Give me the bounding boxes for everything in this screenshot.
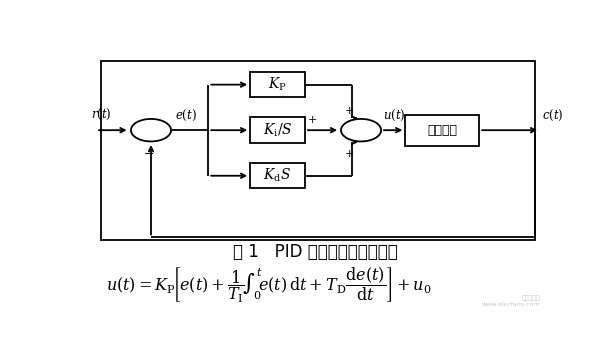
Text: $u(t)$: $u(t)$ (384, 108, 406, 124)
Text: $K_{\rm d}S$: $K_{\rm d}S$ (264, 167, 291, 184)
Text: $+$: $+$ (344, 148, 354, 159)
Text: 图 1   PID 系统典型控制结构图: 图 1 PID 系统典型控制结构图 (233, 243, 398, 261)
Text: 被控对象: 被控对象 (428, 124, 457, 137)
Bar (250, 72, 305, 97)
Bar (101, 61, 535, 240)
Text: $K_{\rm P}$: $K_{\rm P}$ (268, 76, 287, 93)
Circle shape (341, 119, 381, 141)
Bar (405, 115, 479, 145)
Circle shape (131, 119, 171, 141)
Text: $K_{\rm i}/S$: $K_{\rm i}/S$ (262, 121, 293, 139)
Bar (250, 163, 305, 189)
Text: $+$: $+$ (307, 114, 317, 125)
Text: $+$: $+$ (344, 105, 354, 116)
Text: $c(t)$: $c(t)$ (543, 108, 564, 124)
Text: 电子发烧友
www.elecfans.com: 电子发烧友 www.elecfans.com (482, 296, 540, 307)
Text: $e(t)$: $e(t)$ (175, 108, 197, 124)
Bar (250, 118, 305, 143)
Text: $r(t)$: $r(t)$ (91, 107, 112, 122)
Text: $u(t)=K_{\rm P}\!\left[e(t)+\dfrac{1}{T_{\rm I}}\!\int_0^t\!e(t)\,{\rm d}t+T_{\r: $u(t)=K_{\rm P}\!\left[e(t)+\dfrac{1}{T_… (106, 266, 431, 306)
Text: $-$: $-$ (143, 147, 154, 160)
